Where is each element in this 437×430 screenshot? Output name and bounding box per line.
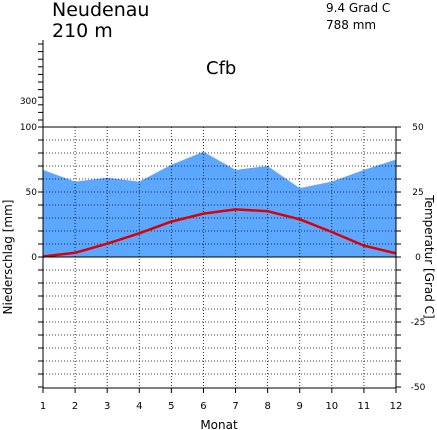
right-tick-label: -50 [411, 383, 426, 393]
left-tick-label: 0 [31, 253, 37, 263]
temperature-layer [42, 208, 397, 258]
right-tick-label: 25 [412, 188, 423, 198]
x-tick-label: 2 [72, 401, 78, 412]
x-tick-label: 10 [325, 401, 338, 412]
mean-temperature: 9.4 Grad C [326, 1, 391, 15]
climate-class: Cfb [206, 58, 237, 79]
x-tick-label: 9 [297, 401, 303, 412]
x-axis-label: Monat [200, 418, 238, 430]
x-tick-label: 3 [104, 401, 110, 412]
x-tick-label: 4 [136, 401, 142, 412]
left-tick-label: 50 [26, 188, 38, 198]
x-tick-label: 5 [168, 401, 174, 412]
x-tick-label: 12 [390, 401, 403, 412]
grid-layer [43, 127, 396, 388]
x-tick-label: 8 [264, 401, 270, 412]
y-axis-label-left: Niederschlag [mm] [1, 200, 15, 315]
y-axis-label-right: Temperatur [Grad C] [422, 194, 436, 318]
temperature-line [42, 208, 397, 258]
x-tick-label: 11 [358, 401, 371, 412]
precipitation-layer [43, 151, 396, 257]
station-elevation: 210 m [52, 20, 113, 42]
x-tick-label: 7 [232, 401, 238, 412]
right-tick-label: 50 [412, 123, 424, 133]
right-tick-label: 0 [415, 253, 421, 263]
precipitation-area [43, 151, 396, 257]
x-tick-label: 6 [200, 401, 206, 412]
station-name: Neudenau [52, 0, 150, 21]
x-tick-label: 1 [40, 401, 46, 412]
annual-precipitation: 788 mm [326, 18, 377, 32]
right-tick-label: -25 [411, 318, 426, 328]
upper-tick-label: 300 [20, 97, 37, 107]
left-tick-label: 100 [20, 123, 37, 133]
